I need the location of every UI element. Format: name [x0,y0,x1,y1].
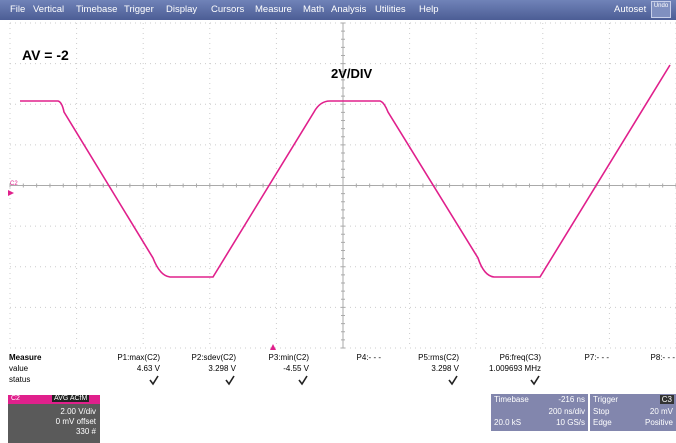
status-check [225,375,235,386]
measure-label: P3:min(C2) [269,353,310,362]
timebase-samples: 20.0 kS [494,418,522,427]
menu-item[interactable]: Trigger [124,4,154,15]
menu-item[interactable]: Display [166,4,198,15]
measure-label: P7:- - - [585,353,610,362]
autoset-button[interactable]: Autoset [614,4,647,15]
grid [9,22,676,349]
trigger-level: 20 mV [649,407,673,416]
status-check [448,375,458,386]
measure-label: P4:- - - [357,353,382,362]
channel-line: 0 mV offset [55,417,96,426]
channel-marker: C2 [10,181,18,187]
row-label: status [9,375,30,384]
menu-item[interactable]: Math [303,4,325,15]
channel-line: 2.00 V/div [60,407,96,416]
measure-label: P6:freq(C3) [500,353,542,362]
trigger-title: Trigger [593,395,619,404]
channel-arrow [8,190,14,196]
status-check [149,375,159,386]
timebase-title: Timebase [494,395,529,404]
menu-item[interactable]: Utilities [375,4,406,15]
channel-line: 330 # [75,427,96,436]
screen: AV = -2 2V/DIV C2 [0,20,676,350]
measure-value: 3.298 V [431,364,459,373]
menu-bar: File Vertical Timebase Trigger Display C… [0,0,676,20]
measure-value: 1.009693 MHz [489,364,541,373]
measure-label: P5:rms(C2) [418,353,459,362]
menu-item[interactable]: Vertical [33,4,65,15]
measure-title: Measure [9,353,42,362]
trigger-type: Edge [593,418,612,427]
waveform-trace [20,64,671,278]
measure-value: 4.63 V [137,364,161,373]
timebase-scale: 200 ns/div [548,407,585,416]
status-check [530,375,540,386]
channel-name: C2 [11,395,20,402]
row-label: value [9,364,29,373]
trigger-box[interactable]: Trigger C3 Stop 20 mV Edge Positive [590,394,676,431]
trigger-marker [270,344,276,350]
trigger-source: C3 [659,395,674,404]
trigger-slope: Positive [644,418,673,427]
annotation: 2V/DIV [331,66,373,81]
menu-item[interactable]: Cursors [211,4,245,15]
menu-item[interactable]: Help [419,4,439,15]
trigger-mode: Stop [593,407,610,416]
timebase-rate: 10 GS/s [556,418,585,427]
measure-label: P8:- - - [651,353,676,362]
menu-item[interactable]: Timebase [76,4,118,15]
channel-box[interactable]: C2 AVG ACfM 2.00 V/div 0 mV offset 330 # [8,395,100,443]
menu-item[interactable]: Measure [255,4,292,15]
menu-item[interactable]: File [10,4,26,15]
status-check [298,375,308,386]
annotation: AV = -2 [22,47,69,63]
timebase-box[interactable]: Timebase -216 ns 200 ns/div 20.0 kS 10 G… [491,394,588,431]
measure-value: 3.298 V [208,364,236,373]
channel-flags: AVG ACfM [52,395,90,402]
measure-table: Measure value status P1:max(C2) 4.63 V P2:… [9,353,676,386]
undo-button[interactable]: Undo [651,1,671,18]
measure-label: P2:sdev(C2) [192,353,237,362]
timebase-delay: -216 ns [558,395,585,404]
measure-label: P1:max(C2) [117,353,160,362]
menu-item[interactable]: Analysis [331,4,367,15]
measure-value: -4.55 V [283,364,309,373]
